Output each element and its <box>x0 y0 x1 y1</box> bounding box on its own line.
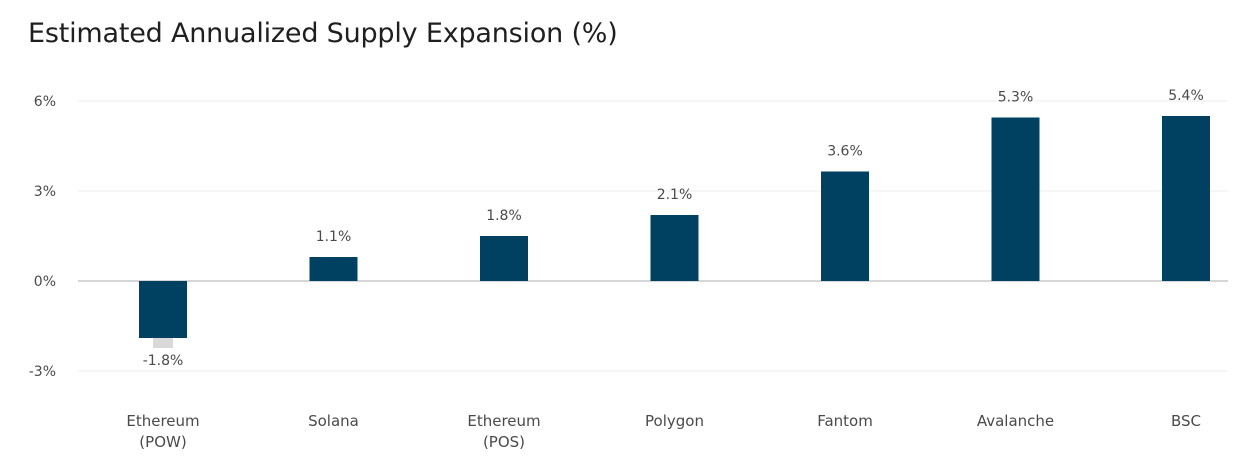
y-tick-label: 0% <box>34 274 56 290</box>
y-tick-label: 3% <box>34 184 56 200</box>
bar <box>650 215 699 281</box>
bar <box>139 281 187 338</box>
category-label: Ethereum <box>126 412 199 430</box>
chart-title: Estimated Annualized Supply Expansion (%… <box>28 18 618 49</box>
data-label: 1.8% <box>486 208 522 224</box>
category-label: (POW) <box>139 433 186 451</box>
bar <box>821 171 869 281</box>
data-label: 1.1% <box>316 229 352 245</box>
bar <box>480 236 528 281</box>
category-label: BSC <box>1171 412 1201 430</box>
category-label: Fantom <box>817 412 873 430</box>
bars <box>139 116 1210 348</box>
data-label: 5.3% <box>998 90 1034 106</box>
bar <box>991 117 1040 281</box>
category-label: Ethereum <box>467 412 540 430</box>
negative-bar-shade <box>153 336 173 348</box>
y-axis-ticks: 6% 3% 0% -3% <box>29 94 56 380</box>
bar <box>1162 116 1210 281</box>
x-axis-categories: Ethereum (POW) Solana Ethereum (POS) Polygon F… <box>126 412 1201 451</box>
data-labels: -1.8% 1.1% 1.8% 2.1% 3.6% 5.3% 5.4% <box>143 88 1204 369</box>
y-tick-label: 6% <box>34 94 56 110</box>
category-label: Polygon <box>645 412 704 430</box>
y-tick-label: -3% <box>29 364 56 380</box>
category-label: Avalanche <box>977 412 1054 430</box>
bar <box>309 257 358 281</box>
category-label: Solana <box>308 412 359 430</box>
data-label: -1.8% <box>143 353 184 369</box>
category-label: (POS) <box>483 433 525 451</box>
data-label: 3.6% <box>827 144 863 160</box>
data-label: 2.1% <box>657 187 693 203</box>
data-label: 5.4% <box>1168 88 1204 104</box>
